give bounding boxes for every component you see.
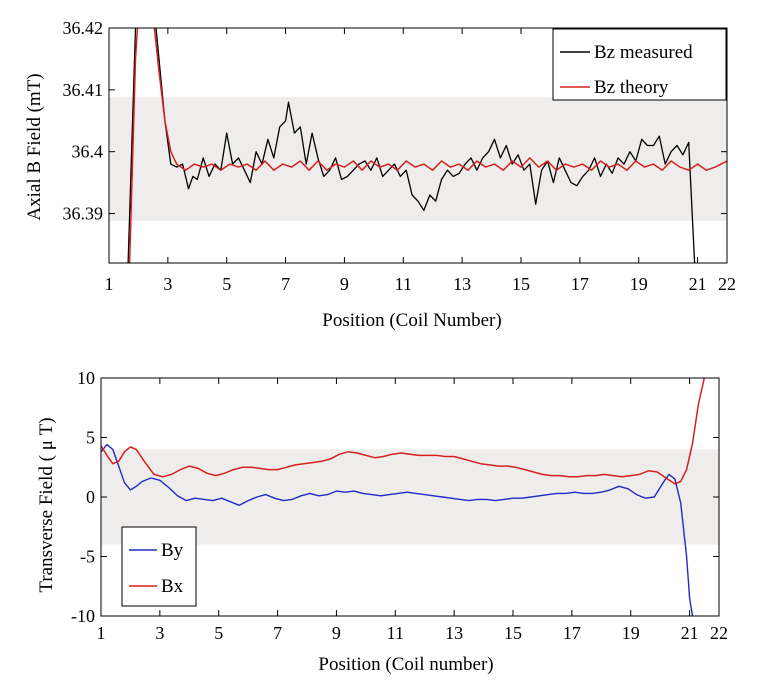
axes-bottom-shaded-band xyxy=(101,449,719,545)
y-tick-label: 36.4 xyxy=(72,142,104,162)
x-tick-label: 22 xyxy=(710,623,728,643)
axes-top-y-ticks: 36.39 36.4 36.41 36.42 xyxy=(63,18,727,224)
series-line-by xyxy=(101,443,694,616)
x-tick-label: 22 xyxy=(718,274,736,294)
x-tick-label: 7 xyxy=(273,623,282,643)
x-tick-label: 15 xyxy=(512,274,530,294)
legend-label-bx: Bx xyxy=(161,576,184,597)
axes-bottom-x-ticks: 1 3 5 7 9 11 13 15 17 19 21 22 xyxy=(97,378,728,643)
x-tick-label: 21 xyxy=(689,274,707,294)
x-tick-label: 21 xyxy=(681,623,699,643)
legend-box xyxy=(552,28,727,101)
legend-label-by: By xyxy=(161,540,184,561)
x-tick-label: 1 xyxy=(97,623,106,643)
axes-top-x-label: Position (Coil Number) xyxy=(322,310,501,331)
x-tick-label: 15 xyxy=(504,623,522,643)
legend-box xyxy=(121,526,197,607)
x-tick-label: 5 xyxy=(222,274,231,294)
x-tick-label: 9 xyxy=(340,274,349,294)
y-tick-label: 10 xyxy=(77,368,95,388)
y-tick-label: 0 xyxy=(86,487,95,507)
legend-label-bz-theory: Bz theory xyxy=(594,77,669,98)
axes-top-series xyxy=(127,28,727,263)
x-tick-label: 19 xyxy=(622,623,640,643)
x-tick-label: 13 xyxy=(445,623,463,643)
x-tick-label: 19 xyxy=(630,274,648,294)
x-tick-label: 1 xyxy=(105,274,114,294)
series-line-bz-theory xyxy=(128,28,727,263)
x-tick-label: 11 xyxy=(387,623,404,643)
axes-top-legend: Bz measured Bz theory xyxy=(552,28,727,101)
legend-label-bz-measured: Bz measured xyxy=(594,42,693,63)
y-tick-label: -5 xyxy=(80,547,95,567)
axes-top-y-label: Axial B Field (mT) xyxy=(24,73,45,220)
axes-bottom-series xyxy=(101,378,706,616)
x-tick-label: 13 xyxy=(453,274,471,294)
y-tick-label: 36.39 xyxy=(63,204,104,224)
x-tick-label: 5 xyxy=(214,623,223,643)
axes-bottom-legend: By Bx xyxy=(121,526,197,607)
x-tick-label: 9 xyxy=(332,623,341,643)
y-tick-label: 36.41 xyxy=(63,80,104,100)
series-line-bx xyxy=(101,378,706,485)
axes-top-x-ticks: 1 3 5 7 9 11 13 15 17 19 21 22 xyxy=(105,28,736,294)
axes-top: 1 3 5 7 9 11 13 15 17 19 21 22 36.3936.436.4136.42 … xyxy=(24,18,736,331)
y-tick-label: 5 xyxy=(86,428,95,448)
axes-top-frame xyxy=(108,27,728,264)
x-tick-label: 3 xyxy=(163,274,172,294)
x-tick-label: 17 xyxy=(571,274,589,294)
x-tick-label: 11 xyxy=(395,274,412,294)
x-tick-label: 3 xyxy=(155,623,164,643)
series-line-bz-measured xyxy=(127,28,696,263)
x-tick-label: 7 xyxy=(281,274,290,294)
y-tick-label: 36.42 xyxy=(63,18,104,38)
y-tick-label: -10 xyxy=(71,606,95,626)
axes-bottom-y-ticks: -10 -5 0 5 10 xyxy=(71,368,719,626)
axes-bottom-y-label: Transverse Field ( μ T) xyxy=(36,417,57,592)
x-tick-label: 17 xyxy=(563,623,581,643)
axes-bottom-x-label: Position (Coil number) xyxy=(318,654,493,675)
